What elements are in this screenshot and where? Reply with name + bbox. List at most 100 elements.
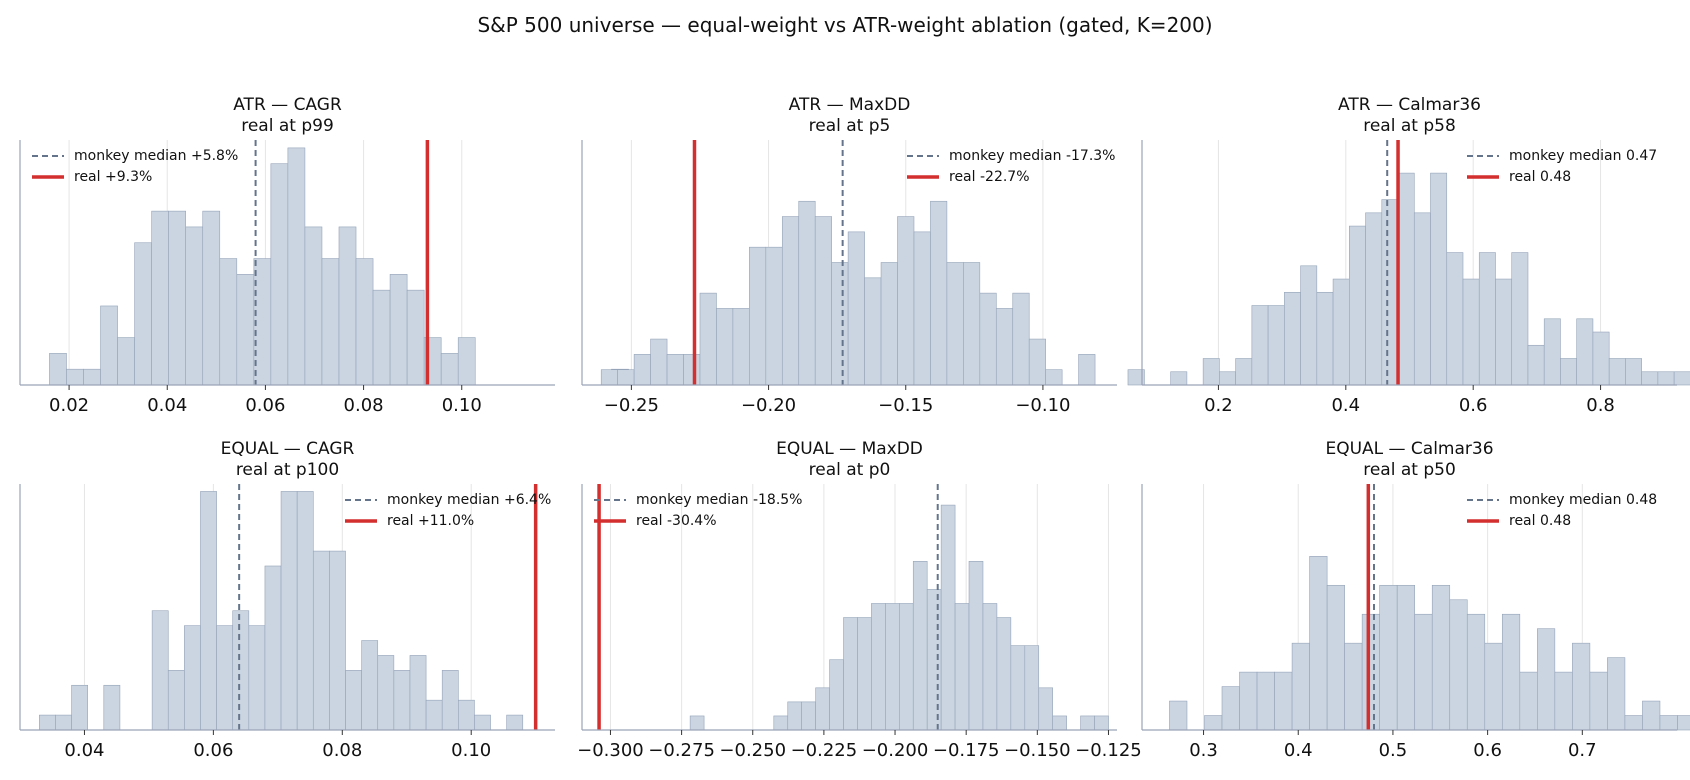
x-tick-label: 0.06 [193,740,233,761]
histogram-bar [1446,252,1464,386]
histogram-bar [1592,331,1610,386]
histogram-bar [899,603,914,731]
histogram-bar [1239,671,1258,731]
histogram-bar [940,504,956,731]
histogram-bar [765,246,783,386]
histogram-bar [66,368,84,386]
histogram-bar [1349,225,1366,386]
histogram-bar [280,491,298,731]
histogram-bar [954,603,970,731]
x-tick-label: 0.6 [1473,740,1502,761]
legend-real-label: real -30.4% [636,513,717,529]
histogram-bar [1169,700,1188,731]
legend: monkey median -17.3% real -22.7% [907,148,1116,185]
histogram-bar [219,258,238,386]
histogram-bar [232,610,250,731]
legend: monkey median +5.8% real +9.3% [32,148,238,185]
x-tick-label: −0.15 [878,395,933,416]
x-tick-label: −0.20 [741,395,796,416]
histogram-bar [1010,645,1026,731]
histogram-bar [1202,358,1220,386]
panel-title: EQUAL — CAGR [221,439,355,459]
histogram-bar [1235,358,1253,386]
panel-title: EQUAL — MaxDD [776,439,923,459]
histogram-bar [815,687,830,731]
histogram-bar [1078,354,1096,386]
histogram-bar [83,368,101,386]
histogram-bar [1332,278,1350,386]
histogram-bar [1284,291,1301,386]
histogram-bar [880,262,898,386]
histogram-bar [1572,642,1591,731]
histogram-bar [1466,613,1486,731]
panel-subtitle: real at p58 [1363,116,1456,136]
legend: monkey median +6.4% real +11.0% [345,492,551,529]
histogram-bar [1397,172,1415,386]
x-tick-label: 0.6 [1459,395,1488,416]
histogram-bar [1267,305,1285,386]
x-tick-label: −0.250 [719,740,786,761]
histogram-bar [617,369,635,386]
histogram-bar [1221,686,1240,731]
histogram-bar [49,353,67,386]
legend: monkey median 0.48 real 0.48 [1467,492,1657,529]
histogram-bar [1484,642,1503,731]
x-tick-label: −0.225 [791,740,858,761]
histogram-bar [1625,358,1642,386]
histogram-bar [1127,369,1145,386]
histogram-bar [946,262,964,386]
histogram-bar [666,354,684,386]
histogram-bar [1608,358,1626,386]
histogram-bar [979,292,997,386]
histogram-bar [749,246,767,386]
histogram-bar [781,216,800,386]
histogram-bar [857,617,872,731]
histogram-bar [831,262,849,386]
panel-subtitle: real at p99 [241,116,334,136]
histogram-bar [1431,584,1451,731]
x-tick-label: −0.10 [1015,395,1070,416]
legend: monkey median -18.5% real -30.4% [594,492,803,529]
histogram-bar [1642,700,1661,731]
histogram-bar [1589,671,1608,731]
histogram-bar [871,603,886,731]
histogram-bar [1379,584,1398,731]
panel-subtitle: real at p0 [809,460,891,480]
histogram-bar [151,210,169,386]
histogram-bar [699,292,717,386]
histogram-bar [457,337,476,386]
histogram-bar [1381,199,1399,386]
histogram-bar [1219,371,1236,386]
histogram-bar [1560,358,1577,386]
histogram-bar [1170,371,1188,386]
histogram-bar [633,354,651,386]
histogram-bar [441,670,459,731]
histogram-bar [600,369,618,386]
histogram-bar [1045,369,1063,386]
histogram-bar [1291,642,1310,731]
histogram-bar [200,491,217,731]
histogram-bar [71,684,88,731]
histogram-bar [377,655,395,731]
histogram-bar [716,308,734,386]
legend-real-label: real 0.48 [1509,513,1571,529]
histogram-bar [151,610,169,731]
histogram-bar [963,262,981,386]
histogram-bar [926,589,942,731]
histogram-bar [1554,671,1573,731]
histogram-bar [1094,715,1109,731]
histogram-bar [1462,278,1480,386]
histogram-bar [1527,344,1545,386]
histogram-bar [912,561,928,731]
histogram-bar [814,216,832,386]
panel-subtitle: real at p100 [236,460,339,480]
x-tick-label: 0.08 [344,395,384,416]
x-tick-label: 0.8 [1586,395,1615,416]
panel-subtitle: real at p5 [809,116,891,136]
histogram-bar [270,163,289,386]
histogram-bar [1430,172,1448,386]
x-tick-label: 0.5 [1379,740,1408,761]
histogram-bar [1673,371,1690,386]
